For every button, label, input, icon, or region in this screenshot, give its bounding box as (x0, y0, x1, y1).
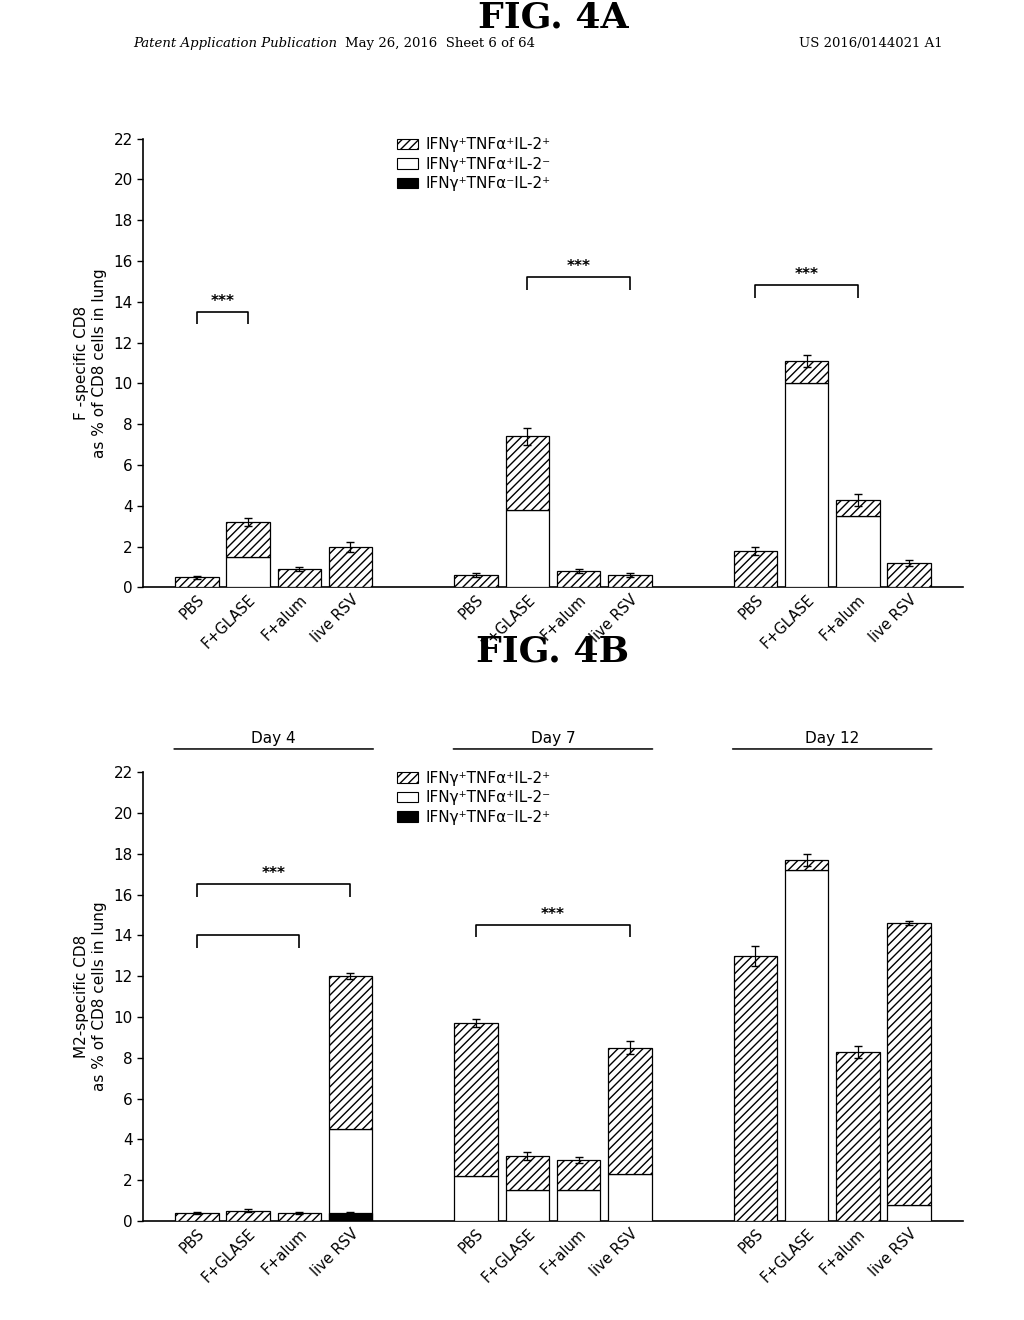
Bar (608, 1173, 651, 1221)
Bar (836, 500, 880, 516)
Bar (733, 550, 777, 587)
Legend: IFNγ⁺TNFα⁺IL-2⁺, IFNγ⁺TNFα⁺IL-2⁻, IFNγ⁺TNFα⁻IL-2⁺: IFNγ⁺TNFα⁺IL-2⁺, IFNγ⁺TNFα⁺IL-2⁻, IFNγ⁺T… (396, 771, 551, 825)
Bar (506, 437, 549, 510)
Bar (784, 870, 828, 1221)
Text: Day 12: Day 12 (805, 731, 859, 746)
Title: FIG. 4B: FIG. 4B (476, 634, 630, 668)
Legend: IFNγ⁺TNFα⁺IL-2⁺, IFNγ⁺TNFα⁺IL-2⁻, IFNγ⁺TNFα⁻IL-2⁺: IFNγ⁺TNFα⁺IL-2⁺, IFNγ⁺TNFα⁺IL-2⁻, IFNγ⁺T… (396, 137, 551, 191)
Bar (175, 577, 219, 587)
Bar (226, 1210, 270, 1221)
Bar (226, 557, 270, 587)
Bar (733, 956, 777, 1221)
Text: ***: *** (262, 866, 286, 882)
Y-axis label: M2-specific CD8
as % of CD8 cells in lung: M2-specific CD8 as % of CD8 cells in lun… (74, 902, 106, 1092)
Bar (887, 923, 931, 1205)
Bar (608, 576, 651, 587)
Bar (506, 510, 549, 587)
Bar (226, 523, 270, 557)
Bar (175, 1213, 219, 1221)
Bar (455, 1176, 498, 1221)
Text: Day 4: Day 4 (251, 731, 296, 746)
Bar (329, 1213, 373, 1221)
Text: Day 7: Day 7 (530, 731, 575, 746)
Bar (455, 576, 498, 587)
Text: ***: *** (211, 294, 234, 309)
Bar (784, 360, 828, 383)
Bar (836, 516, 880, 587)
Bar (329, 1129, 373, 1221)
Bar (836, 1052, 880, 1221)
Text: ***: *** (541, 907, 565, 923)
Bar (506, 1156, 549, 1191)
Bar (557, 1191, 600, 1221)
Bar (887, 562, 931, 587)
Bar (329, 546, 373, 587)
Bar (329, 977, 373, 1129)
Bar (784, 383, 828, 587)
Bar (557, 1160, 600, 1191)
Text: May 26, 2016  Sheet 6 of 64: May 26, 2016 Sheet 6 of 64 (345, 37, 536, 50)
Text: ***: *** (795, 268, 818, 282)
Bar (784, 859, 828, 870)
Text: ***: *** (566, 259, 591, 275)
Text: Patent Application Publication: Patent Application Publication (133, 37, 337, 50)
Y-axis label: F -specific CD8
as % of CD8 cells in lung: F -specific CD8 as % of CD8 cells in lun… (74, 268, 106, 458)
Bar (278, 1213, 322, 1221)
Text: US 2016/0144021 A1: US 2016/0144021 A1 (799, 37, 942, 50)
Bar (557, 572, 600, 587)
Bar (887, 1205, 931, 1221)
Bar (506, 1191, 549, 1221)
Bar (608, 1048, 651, 1173)
Bar (455, 1023, 498, 1176)
Title: FIG. 4A: FIG. 4A (477, 0, 629, 34)
Bar (278, 569, 322, 587)
